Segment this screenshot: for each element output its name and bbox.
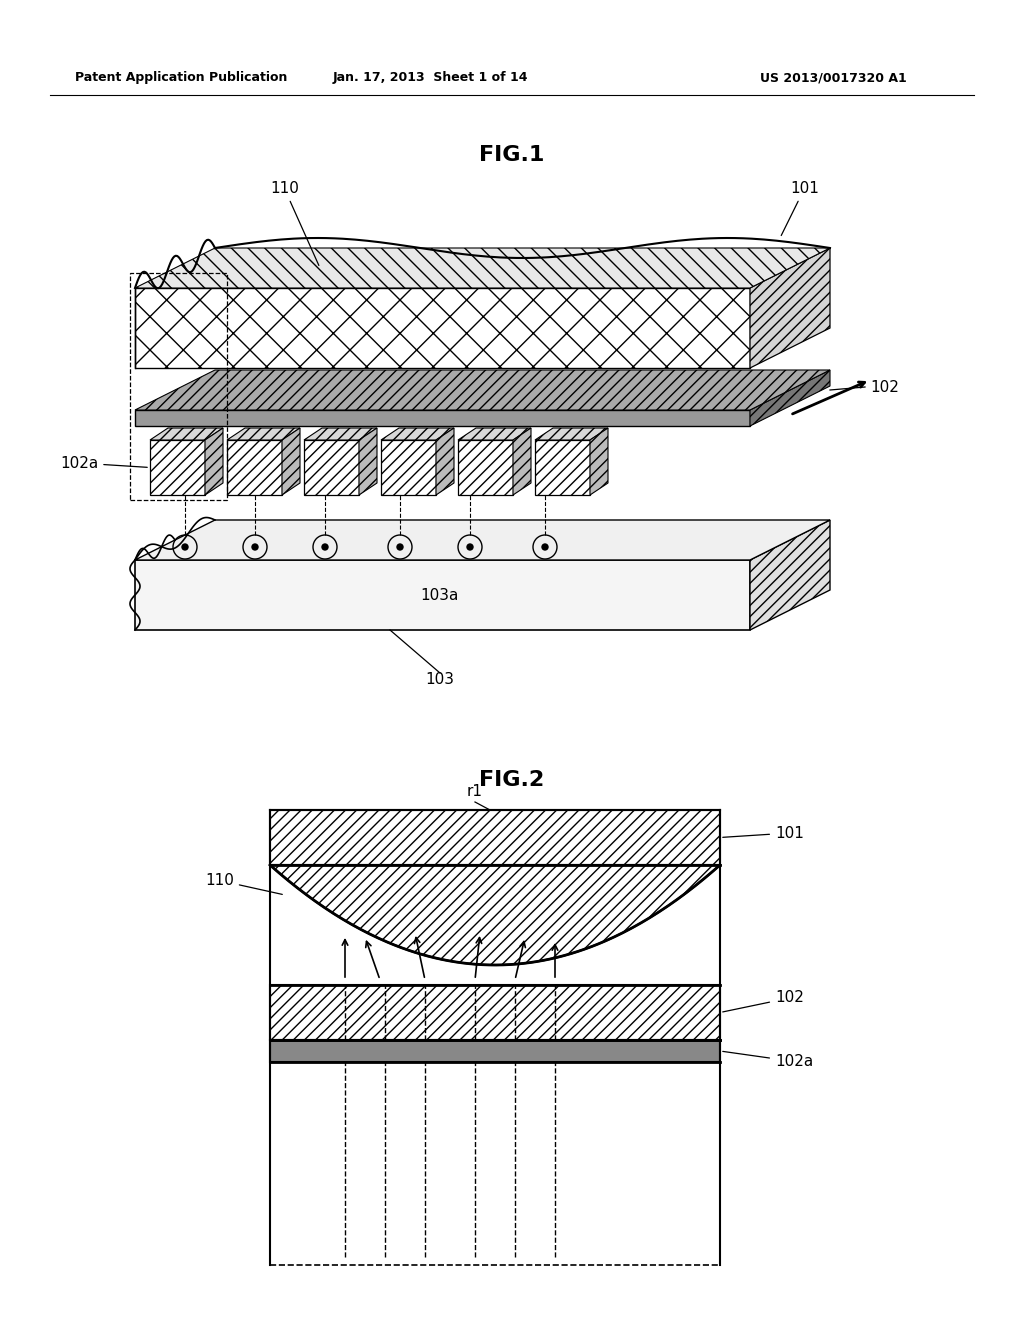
Circle shape [467, 544, 473, 550]
Bar [270, 985, 720, 1040]
Bar [135, 411, 750, 426]
Bar [130, 273, 227, 500]
Text: US 2013/0017320 A1: US 2013/0017320 A1 [760, 71, 906, 84]
Text: Jan. 17, 2013  Sheet 1 of 14: Jan. 17, 2013 Sheet 1 of 14 [332, 71, 527, 84]
Polygon shape [304, 428, 377, 440]
Polygon shape [750, 520, 830, 630]
Bar [270, 810, 720, 1265]
Polygon shape [359, 428, 377, 495]
Polygon shape [458, 428, 531, 440]
Text: r1: r1 [467, 784, 483, 800]
Polygon shape [135, 520, 830, 560]
Circle shape [182, 544, 188, 550]
Bar [304, 440, 359, 495]
Text: 110: 110 [205, 873, 283, 895]
Circle shape [397, 544, 403, 550]
Polygon shape [205, 428, 223, 495]
Polygon shape [270, 865, 720, 965]
Polygon shape [135, 248, 830, 288]
Circle shape [322, 544, 328, 550]
Polygon shape [282, 428, 300, 495]
Bar [150, 440, 205, 495]
Bar [270, 865, 720, 985]
Polygon shape [227, 428, 300, 440]
Bar [270, 810, 720, 865]
Polygon shape [750, 248, 830, 368]
Text: Patent Application Publication: Patent Application Publication [75, 71, 288, 84]
Text: 110: 110 [270, 181, 318, 265]
Polygon shape [436, 428, 454, 495]
Bar [381, 440, 436, 495]
Text: FIG.2: FIG.2 [479, 770, 545, 789]
Bar [535, 440, 590, 495]
Bar [135, 560, 750, 630]
Polygon shape [381, 428, 454, 440]
Polygon shape [590, 428, 608, 495]
Text: 102: 102 [723, 990, 804, 1012]
Polygon shape [135, 370, 830, 411]
Polygon shape [150, 428, 223, 440]
Text: 101: 101 [723, 825, 804, 841]
Bar [227, 440, 282, 495]
Polygon shape [535, 428, 608, 440]
Polygon shape [750, 370, 830, 426]
Text: 102a: 102a [60, 455, 147, 470]
Text: 103a: 103a [421, 587, 459, 602]
Text: 101: 101 [781, 181, 819, 235]
Polygon shape [513, 428, 531, 495]
Bar [135, 288, 750, 368]
Bar [270, 1063, 720, 1265]
Circle shape [542, 544, 548, 550]
Text: 102: 102 [870, 380, 899, 395]
Circle shape [252, 544, 258, 550]
Bar [458, 440, 513, 495]
Text: 103: 103 [426, 672, 455, 688]
Text: FIG.1: FIG.1 [479, 145, 545, 165]
Text: 102a: 102a [723, 1052, 813, 1069]
Bar [270, 1040, 720, 1063]
